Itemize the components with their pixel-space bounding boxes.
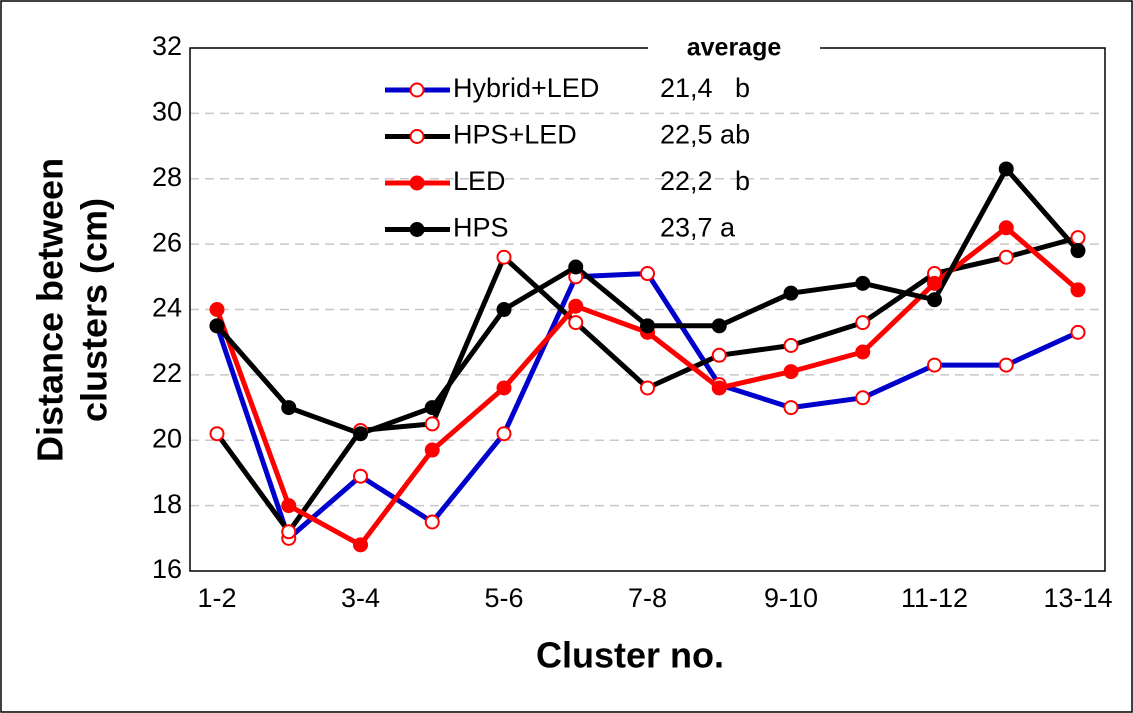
marker bbox=[1070, 230, 1086, 246]
marker bbox=[209, 318, 225, 334]
marker bbox=[568, 315, 584, 331]
marker bbox=[353, 426, 368, 442]
y-tick-label: 28 bbox=[152, 162, 182, 192]
marker bbox=[640, 380, 655, 396]
marker bbox=[568, 298, 584, 314]
legend-label: HPS bbox=[453, 213, 509, 243]
y-tick-label: 26 bbox=[152, 227, 182, 257]
marker bbox=[711, 380, 727, 396]
x-tick-label: 5-6 bbox=[484, 583, 523, 613]
marker bbox=[855, 275, 871, 291]
x-tick-label: 3-4 bbox=[341, 583, 380, 613]
x-tick-label: 9-10 bbox=[764, 583, 818, 613]
legend-label: Hybrid+LED bbox=[453, 73, 599, 103]
y-axis-title-line: Distance between bbox=[30, 158, 71, 462]
marker bbox=[424, 442, 440, 458]
marker bbox=[927, 357, 942, 373]
legend-marker bbox=[409, 129, 425, 144]
y-tick-label: 32 bbox=[152, 31, 182, 61]
marker bbox=[281, 498, 297, 514]
marker bbox=[1070, 243, 1086, 259]
marker bbox=[855, 315, 871, 331]
legend-marker bbox=[409, 222, 425, 237]
legend-average: 22,2 b bbox=[660, 166, 750, 196]
marker bbox=[640, 266, 655, 282]
y-tick-label: 20 bbox=[152, 423, 182, 453]
legend-title-bg bbox=[648, 36, 820, 62]
legend-average: 22,5 ab bbox=[660, 120, 750, 150]
x-tick-label: 7-8 bbox=[628, 583, 667, 613]
marker bbox=[496, 426, 512, 442]
y-axis-title-line: clusters (cm) bbox=[74, 198, 115, 422]
y-axis-title: Distance between clusters (cm) bbox=[30, 158, 115, 462]
y-tick-label: 22 bbox=[152, 358, 182, 388]
marker bbox=[783, 337, 799, 353]
marker bbox=[209, 302, 225, 317]
x-tick-label: 13-14 bbox=[1043, 583, 1112, 613]
marker bbox=[855, 390, 871, 406]
marker bbox=[998, 220, 1014, 236]
legend-average: 23,7 a bbox=[660, 213, 736, 243]
marker bbox=[998, 249, 1014, 265]
marker bbox=[209, 426, 225, 442]
marker bbox=[927, 292, 942, 308]
marker bbox=[496, 302, 512, 317]
legend-average: 21,4 b bbox=[660, 73, 750, 103]
marker bbox=[353, 537, 368, 553]
marker bbox=[711, 318, 727, 334]
marker bbox=[783, 400, 799, 416]
marker bbox=[998, 357, 1014, 373]
marker bbox=[1070, 324, 1086, 340]
legend-marker bbox=[409, 175, 425, 191]
marker bbox=[927, 275, 942, 291]
marker bbox=[855, 344, 871, 360]
legend-label: HPS+LED bbox=[453, 120, 577, 150]
marker bbox=[496, 249, 512, 265]
marker bbox=[353, 468, 368, 484]
x-tick-label: 11-12 bbox=[901, 583, 968, 613]
y-tick-label: 30 bbox=[152, 97, 182, 127]
marker bbox=[640, 318, 655, 334]
marker bbox=[783, 285, 799, 301]
marker bbox=[281, 524, 297, 540]
marker bbox=[496, 380, 512, 396]
marker bbox=[783, 364, 799, 380]
y-tick-label: 18 bbox=[152, 489, 182, 519]
plot-frame bbox=[189, 47, 1106, 572]
legend-marker bbox=[409, 82, 425, 98]
x-axis-title: Cluster no. bbox=[536, 635, 724, 676]
y-tick-label: 16 bbox=[152, 554, 182, 584]
marker bbox=[998, 161, 1014, 177]
marker bbox=[281, 400, 297, 416]
marker bbox=[424, 400, 440, 416]
legend-label: LED bbox=[453, 166, 506, 196]
marker bbox=[711, 347, 727, 363]
legend-title: average bbox=[687, 34, 782, 62]
marker bbox=[568, 259, 584, 275]
marker bbox=[1070, 282, 1086, 298]
marker bbox=[424, 514, 440, 530]
marker bbox=[424, 416, 440, 432]
y-tick-label: 24 bbox=[152, 293, 182, 323]
x-tick-label: 1-2 bbox=[197, 583, 236, 613]
